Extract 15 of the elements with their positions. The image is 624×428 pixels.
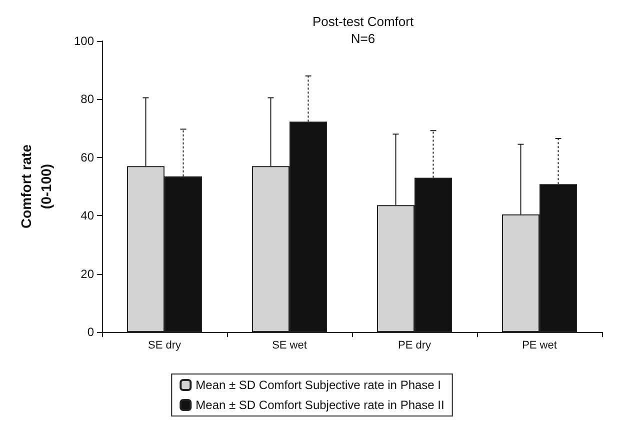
chart-title: Post-test Comfort [312, 14, 414, 29]
y-tick-label: 80 [80, 92, 94, 106]
y-tick-label: 60 [80, 150, 94, 164]
y-tick-label: 100 [74, 34, 94, 48]
x-tick-label: PE wet [522, 340, 557, 352]
x-tick-label: SE dry [148, 340, 182, 352]
legend-label: Mean ± SD Comfort Subjective rate in Phase II [196, 398, 444, 412]
chart-subtitle: N=6 [350, 31, 376, 46]
y-tick-label: 40 [80, 208, 94, 223]
y-tick-label: 0 [87, 325, 94, 339]
x-tick-label: PE dry [398, 340, 432, 352]
x-tick-label: SE wet [272, 340, 307, 352]
y-tick-label: 20 [80, 266, 94, 281]
y-axis-title: Comfort rate (0-100) [18, 144, 54, 229]
legend-label: Mean ± SD Comfort Subjective rate in Phase I [196, 378, 442, 392]
